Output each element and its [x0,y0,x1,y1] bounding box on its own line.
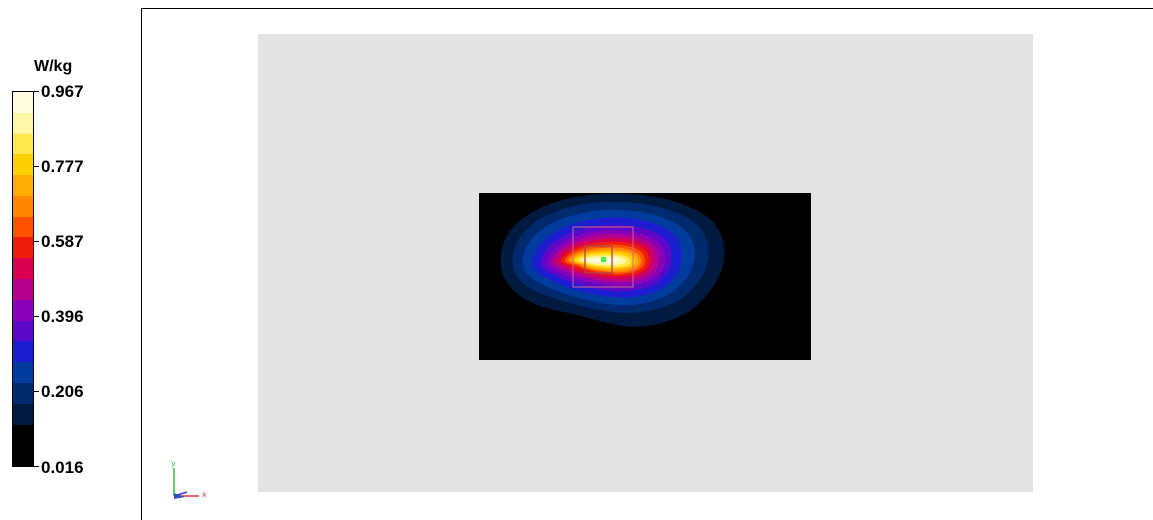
colorbar-segment [13,424,33,446]
sar-heatmap [500,193,725,327]
colorbar-tick [33,166,39,167]
colorbar-segment [13,154,33,176]
colorbar-segment [13,279,33,300]
colorbar-segment [13,133,33,155]
zoom-scan-outline [572,226,634,288]
colorbar-segment [13,237,33,259]
scan-area [479,193,811,360]
colorbar-tick-label-max: 0.967 [41,82,84,101]
colorbar-tick-label: 0.587 [41,232,84,251]
legend-unit-label: W/kg [34,58,73,75]
colorbar-segment [13,299,33,321]
peak-cube-outline [584,245,613,274]
axis-x-label: x [202,490,207,499]
axis-y-label: y [171,459,176,468]
colorbar-segment [13,382,33,404]
probe-marker [601,257,606,262]
colorbar-tick [33,466,39,467]
colorbar-tick-label: 0.206 [41,382,84,401]
colorbar-tick-label: 0.777 [41,157,84,176]
axis-triad-icon [173,468,199,499]
colorbar-segment [13,320,33,342]
colorbar-segment [13,92,33,113]
colorbar-segment [13,112,33,134]
colorbar-segment [13,341,33,363]
colorbar-segment [13,362,33,383]
colorbar-tick [33,391,39,392]
colorbar-tick [33,91,39,92]
colorbar-segment [13,258,33,280]
colorbar-segment [13,195,33,217]
colorbar-segment [13,216,33,238]
axis-triad: y x [165,460,215,510]
colorbar-segment [13,445,33,467]
colorbar-tick [33,316,39,317]
colorbar-tick [33,241,39,242]
colorbar [12,91,34,467]
colorbar-segment [13,175,33,196]
colorbar-segment [13,403,33,425]
colorbar-tick-label: 0.396 [41,307,84,326]
colorbar-tick-label-min: 0.016 [41,458,84,477]
